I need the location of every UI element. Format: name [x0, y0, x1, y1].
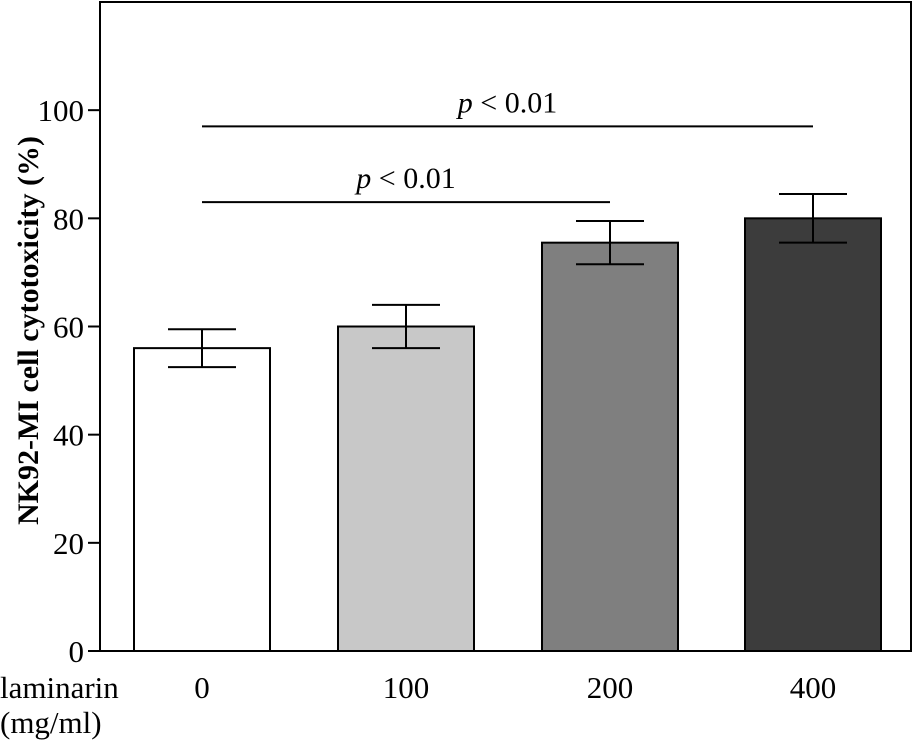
y-tick-label-20: 20 — [53, 526, 84, 561]
significance-label-0: p < 0.01 — [456, 86, 557, 119]
bar-200 — [541, 241, 679, 652]
y-tick-label-0: 0 — [69, 634, 85, 669]
bar-100 — [337, 325, 475, 652]
x-tick-label-200: 200 — [587, 670, 634, 705]
significance-p-symbol-0: p — [456, 86, 473, 119]
y-axis-title: NK92-MI cell cytotoxicity (%) — [12, 136, 45, 525]
bar-400 — [744, 217, 882, 652]
labels-layer: 0 20 40 60 80 100 NK92-MI cell cytotoxicity (%… — [0, 93, 836, 740]
significance-p-value-0: < 0.01 — [473, 86, 557, 119]
axes-layer — [88, 1, 912, 652]
bars-layer — [133, 192, 882, 652]
x-tick-label-0: 0 — [194, 670, 210, 705]
x-axis-title-line-1: laminarin — [0, 670, 119, 705]
y-tick-label-100: 100 — [38, 93, 85, 128]
significance-p-value-1: < 0.01 — [371, 162, 455, 195]
y-tick-label-60: 60 — [53, 310, 84, 345]
x-tick-label-100: 100 — [383, 670, 430, 705]
x-tick-label-400: 400 — [790, 670, 837, 705]
bar-0 — [133, 347, 271, 652]
x-axis-title-line-2: (mg/ml) — [0, 705, 102, 740]
significance-label-1: p < 0.01 — [354, 162, 455, 195]
y-tick-label-80: 80 — [53, 201, 84, 236]
significance-layer: p < 0.01p < 0.01 — [202, 86, 813, 204]
significance-p-symbol-1: p — [354, 162, 371, 195]
y-tick-label-40: 40 — [53, 418, 84, 453]
